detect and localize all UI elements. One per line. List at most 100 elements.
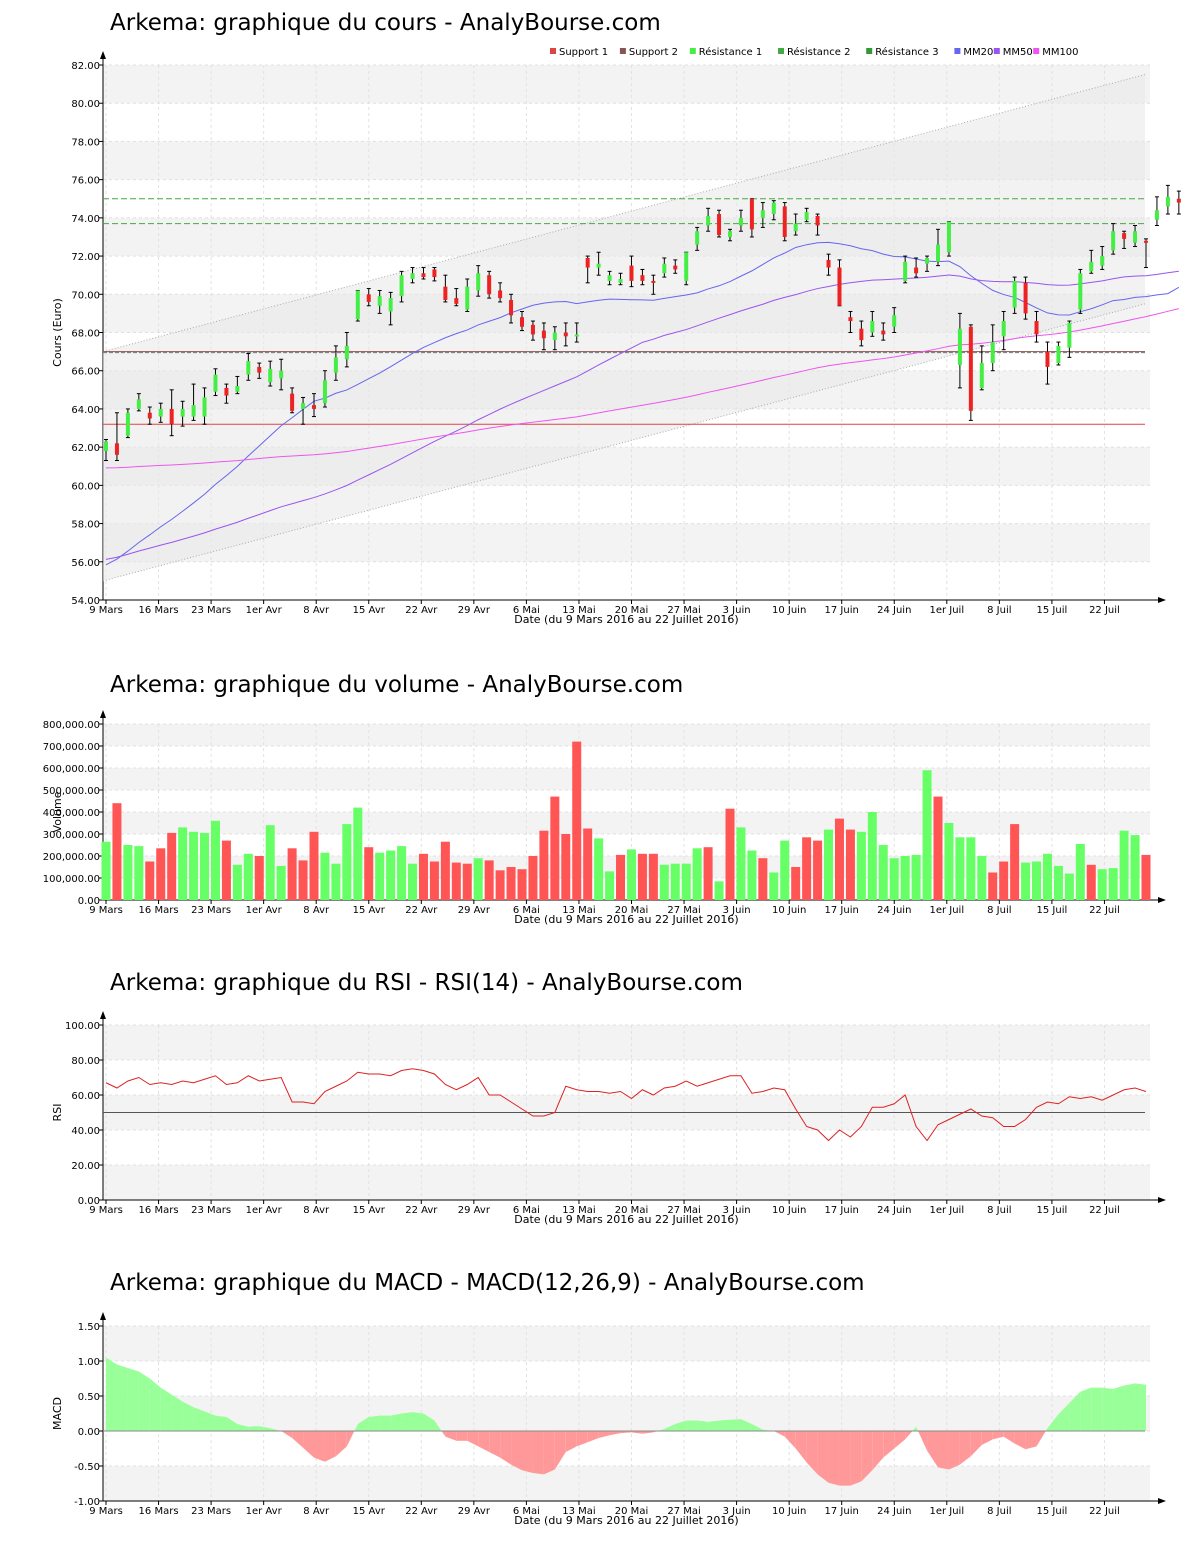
- legend-label: MM50: [1003, 47, 1033, 58]
- candle: [1078, 273, 1083, 310]
- macd-area-segment: [368, 1415, 380, 1431]
- macd-area-segment: [927, 1431, 938, 1468]
- candle: [104, 441, 108, 451]
- volume-bar: [999, 861, 1009, 900]
- candle: [662, 263, 667, 274]
- macd-area-segment: [324, 1431, 336, 1462]
- macd-area-segment: [883, 1431, 895, 1458]
- macd-area-segment: [730, 1419, 741, 1431]
- macd-area-segment: [1124, 1383, 1136, 1431]
- volume-bar: [254, 856, 264, 900]
- macd-area-segment: [292, 1431, 304, 1448]
- x-tick-label: 27 Mai: [667, 1506, 700, 1517]
- volume-bar: [1032, 861, 1042, 900]
- x-tick-label: 8 Avr: [303, 905, 330, 916]
- macd-area-segment: [1080, 1387, 1092, 1431]
- macd-area-segment: [861, 1431, 873, 1482]
- candle: [1111, 231, 1116, 251]
- x-tick-label: 6 Mai: [513, 1205, 540, 1216]
- candle: [1100, 256, 1105, 266]
- candle: [114, 443, 119, 455]
- candle: [454, 298, 459, 304]
- candle: [728, 231, 732, 237]
- y-tick-label: 0.00: [78, 1196, 100, 1207]
- candle: [333, 357, 338, 373]
- volume-bar: [988, 872, 998, 900]
- y-tick-label: 1.50: [78, 1322, 100, 1333]
- legend-swatch: [619, 48, 626, 54]
- x-tick-label: 27 Mai: [667, 605, 700, 616]
- candle: [957, 328, 962, 365]
- candle: [1023, 282, 1028, 314]
- legend-label: Support 1: [559, 47, 608, 58]
- volume-bar: [1042, 853, 1052, 900]
- candle: [202, 397, 207, 417]
- volume-bar: [813, 840, 823, 900]
- x-tick-label: 24 Juin: [877, 905, 911, 916]
- volume-bar: [1010, 824, 1020, 900]
- macd-area-segment: [138, 1371, 150, 1431]
- candle: [235, 386, 240, 392]
- volume-bar: [386, 850, 396, 900]
- candle: [793, 223, 798, 232]
- y-tick-label: 82.00: [71, 61, 100, 72]
- macd-area-segment: [938, 1431, 949, 1470]
- candle: [618, 279, 623, 283]
- volume-bar: [375, 852, 385, 900]
- y-tick-label: 60.00: [71, 481, 100, 492]
- macd-area-segment: [182, 1401, 194, 1431]
- x-tick-label: 16 Mars: [139, 905, 179, 916]
- macd-area-segment: [1135, 1383, 1146, 1431]
- candle: [903, 261, 908, 281]
- candle: [563, 332, 568, 337]
- volume-chart-title: Arkema: graphique du volume - AnalyBours…: [110, 672, 684, 698]
- macd-chart-title: Arkema: graphique du MACD - MACD(12,26,9…: [110, 1270, 865, 1296]
- x-tick-label: 15 Avr: [353, 1506, 386, 1517]
- candle: [498, 290, 503, 299]
- x-axis-label: Date (du 9 Mars 2016 au 22 Juillet 2016): [514, 1514, 738, 1527]
- y-tick-label: 72.00: [71, 252, 100, 263]
- x-tick-label: 13 Mai: [562, 905, 595, 916]
- volume-bar: [210, 820, 220, 900]
- x-tick-label: 1er Avr: [246, 605, 283, 616]
- band-stripe: [103, 724, 1150, 746]
- y-tick-label: 0.50: [78, 1392, 100, 1403]
- x-axis-arrow: [1158, 1498, 1166, 1504]
- x-tick-label: 22 Juil: [1089, 1205, 1120, 1216]
- legend-swatch: [866, 48, 873, 54]
- volume-bar: [495, 870, 505, 900]
- x-tick-label: 16 Mars: [139, 1205, 179, 1216]
- macd-area-segment: [1014, 1431, 1026, 1450]
- x-tick-label: 20 Mai: [615, 1205, 648, 1216]
- candle: [169, 408, 174, 425]
- macd-area-segment: [314, 1431, 325, 1462]
- macd-area-segment: [1069, 1391, 1081, 1431]
- volume-bar: [178, 827, 188, 900]
- candle: [914, 267, 919, 274]
- band-stripe: [103, 1396, 1150, 1431]
- x-tick-label: 8 Juil: [987, 1205, 1011, 1216]
- x-tick-label: 16 Mars: [139, 1506, 179, 1517]
- x-axis-label: Date (du 9 Mars 2016 au 22 Juillet 2016): [514, 913, 738, 926]
- y-tick-label: 64.00: [71, 405, 100, 416]
- volume-bar: [1086, 864, 1096, 900]
- candle: [1034, 321, 1039, 335]
- volume-bar: [221, 840, 231, 900]
- candle: [695, 231, 700, 245]
- macd-area-segment: [226, 1417, 238, 1431]
- candle: [509, 300, 514, 316]
- macd-area-segment: [106, 1357, 117, 1431]
- volume-bar: [331, 863, 341, 900]
- band-stripe: [103, 1025, 1150, 1060]
- volume-bar: [769, 872, 779, 900]
- x-tick-label: 15 Juil: [1037, 605, 1068, 616]
- volume-bar: [265, 825, 275, 900]
- macd-area-segment: [839, 1431, 851, 1486]
- macd-area-segment: [478, 1431, 490, 1452]
- x-tick-label: 20 Mai: [615, 905, 648, 916]
- volume-bar: [134, 846, 144, 900]
- legend-label: Résistance 1: [699, 46, 762, 58]
- candle: [596, 263, 601, 268]
- macd-area-segment: [259, 1426, 271, 1431]
- candle: [629, 265, 634, 281]
